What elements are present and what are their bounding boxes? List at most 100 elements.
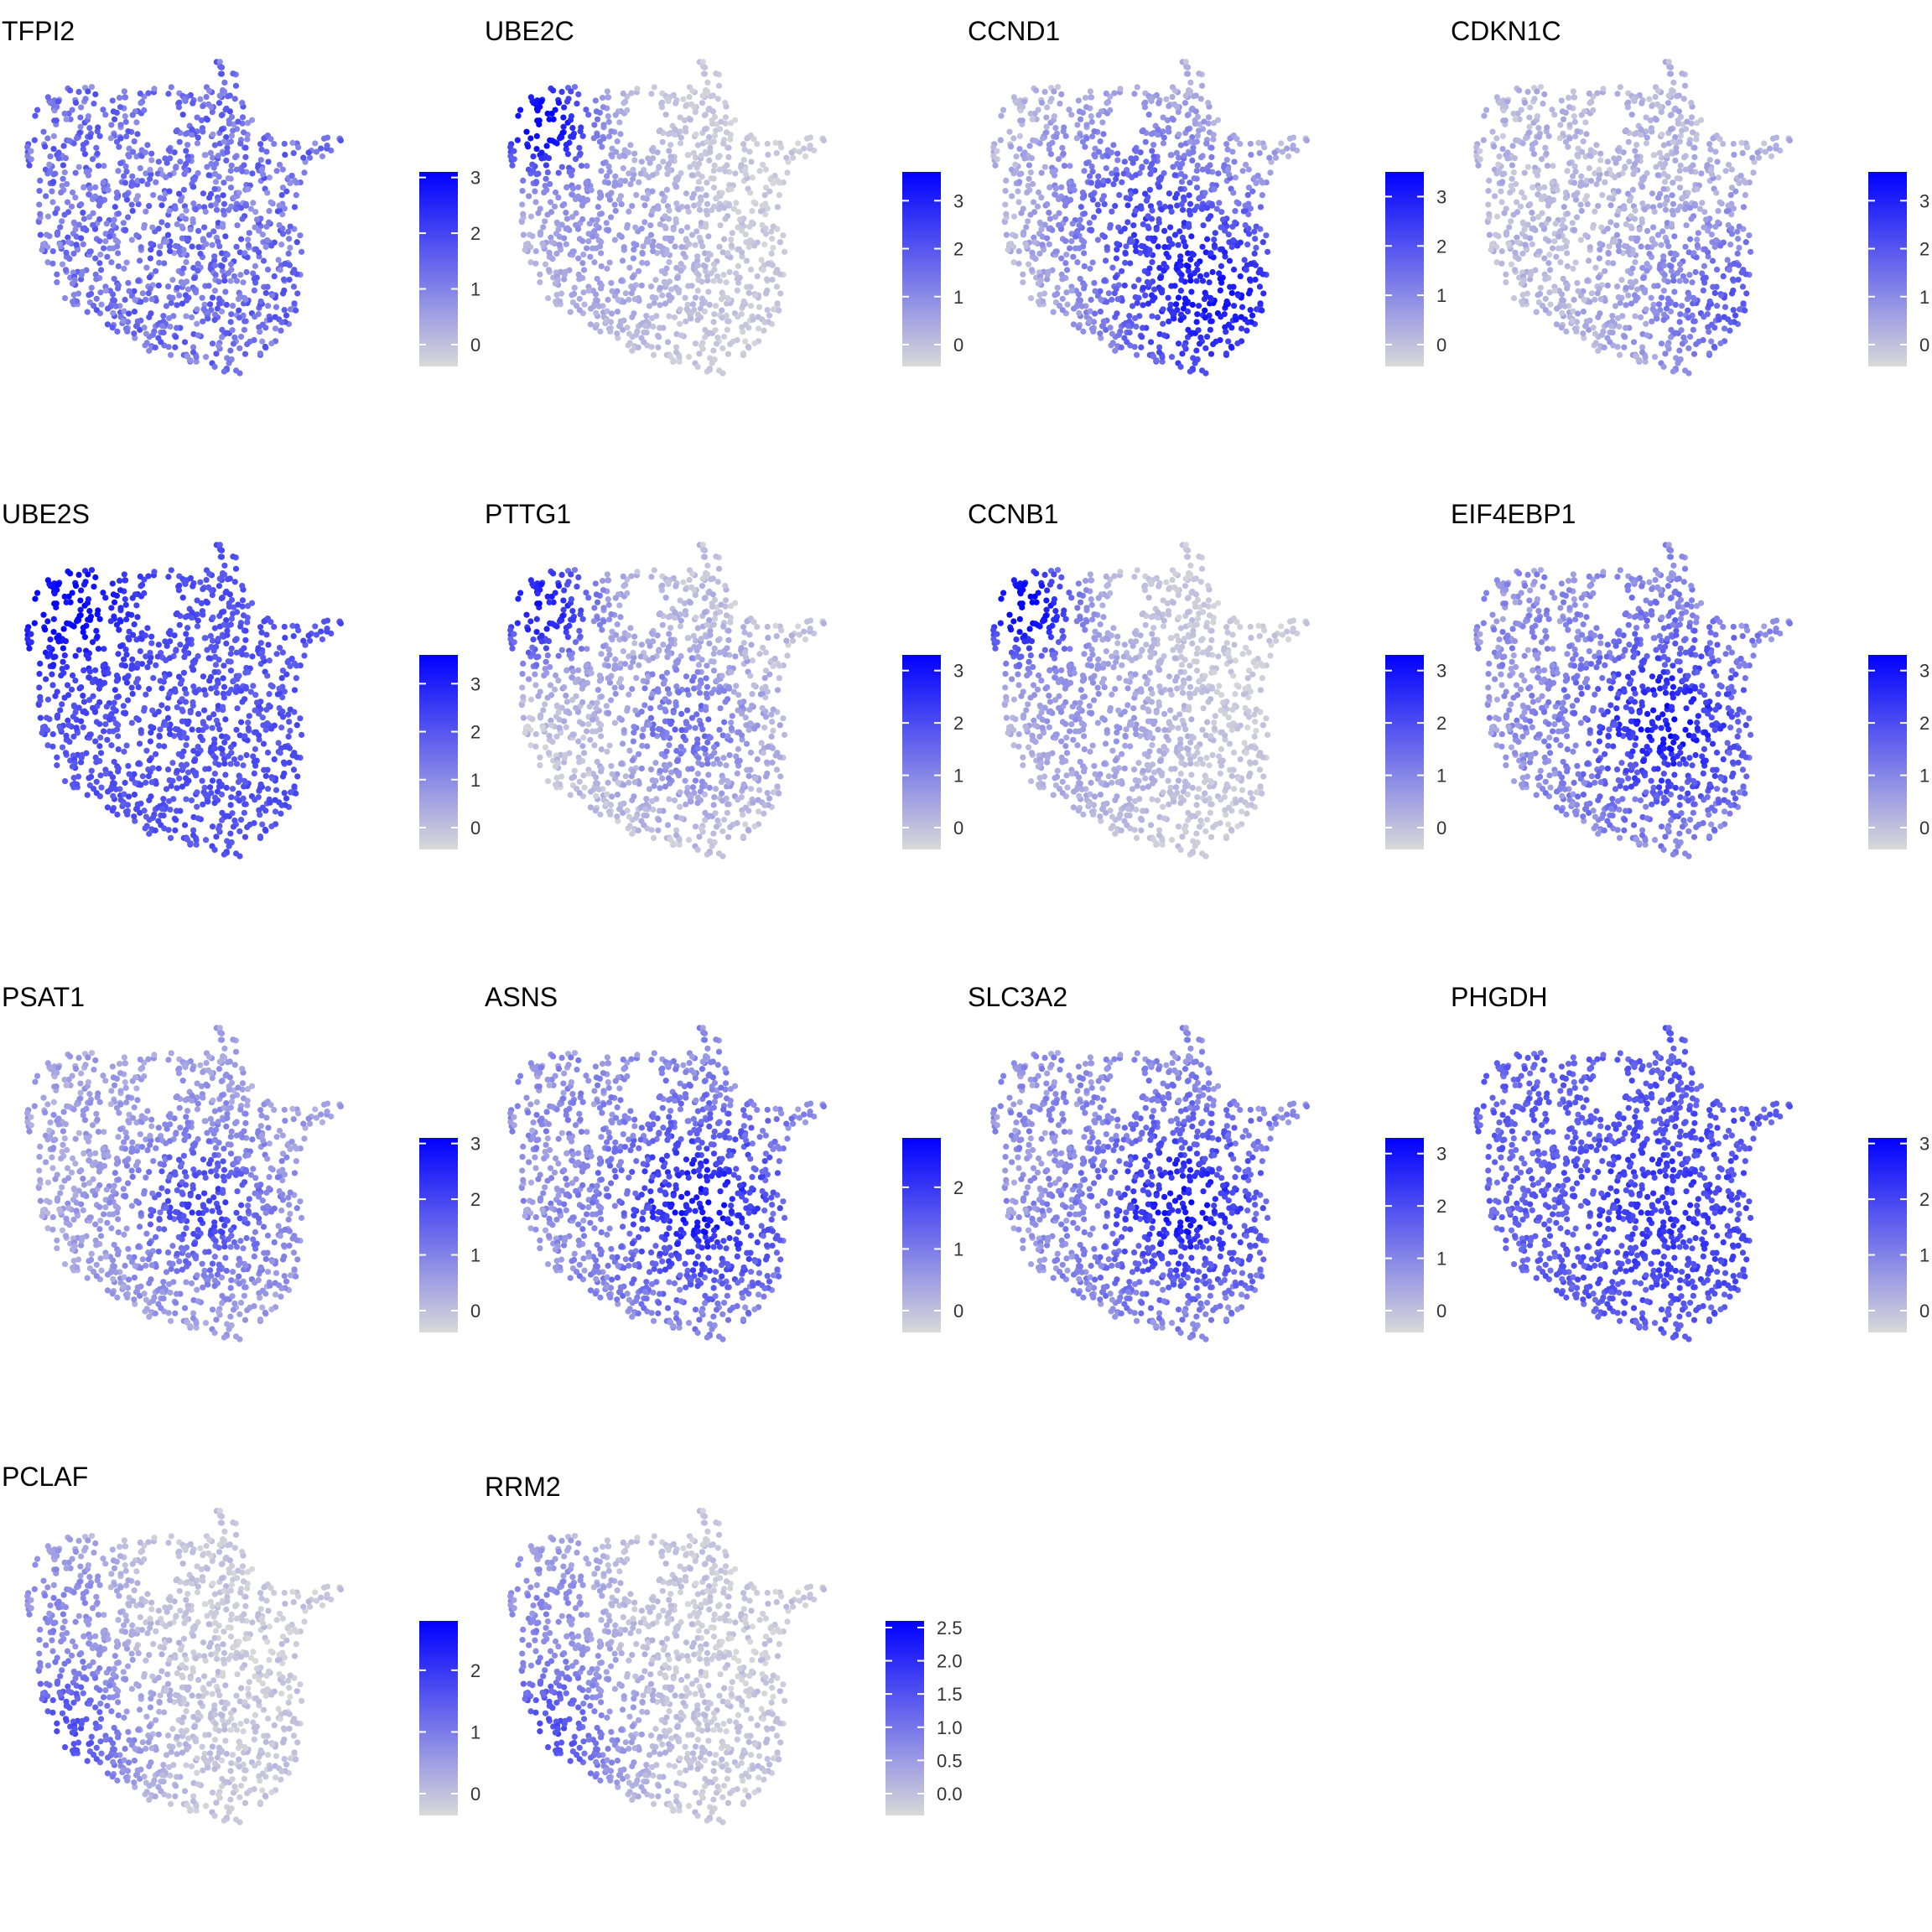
data-point <box>1257 204 1265 210</box>
data-point <box>1036 292 1043 299</box>
colorbar-tick-label: 0 <box>953 335 963 356</box>
data-point <box>1109 340 1116 346</box>
data-point <box>1614 147 1621 153</box>
data-point <box>1739 283 1747 290</box>
data-point <box>548 239 555 246</box>
data-point <box>994 148 1000 154</box>
data-point <box>747 266 755 273</box>
data-point <box>705 288 712 295</box>
data-point <box>281 140 288 148</box>
data-point <box>1161 227 1168 235</box>
data-point <box>214 305 221 312</box>
data-point <box>173 334 179 340</box>
data-point <box>1173 149 1180 156</box>
data-point <box>1509 175 1515 182</box>
data-point <box>1574 279 1581 287</box>
data-point <box>227 802 234 808</box>
data-point <box>1677 162 1684 169</box>
data-point <box>1233 136 1240 143</box>
data-point <box>1515 138 1522 144</box>
data-point <box>1184 126 1192 132</box>
data-point <box>1169 241 1176 247</box>
data-point <box>1161 267 1167 274</box>
data-point <box>1628 235 1634 242</box>
data-point <box>312 140 319 147</box>
data-point <box>1574 128 1581 135</box>
data-point <box>1063 252 1070 258</box>
data-point <box>1025 218 1031 225</box>
data-point <box>614 138 621 145</box>
data-point <box>1662 351 1669 357</box>
data-point <box>1076 245 1083 252</box>
data-point <box>206 195 213 201</box>
data-point <box>1062 216 1069 223</box>
data-point <box>1503 231 1509 238</box>
data-point <box>736 216 744 223</box>
data-point <box>1114 157 1121 164</box>
data-point <box>1651 152 1658 158</box>
data-point <box>1639 184 1646 190</box>
data-point <box>1259 307 1265 314</box>
data-point <box>666 148 673 154</box>
data-point <box>173 164 179 171</box>
data-point <box>673 100 679 106</box>
data-point <box>1138 205 1145 212</box>
data-point <box>686 241 693 247</box>
data-point <box>710 347 717 354</box>
data-point <box>729 230 735 236</box>
colorbar-tick-label: 2 <box>953 239 963 260</box>
data-point <box>1188 233 1195 240</box>
data-point <box>709 207 715 214</box>
data-point <box>1521 194 1528 201</box>
data-point <box>297 232 304 239</box>
data-point <box>1708 321 1715 328</box>
data-point <box>148 157 155 164</box>
data-point <box>1024 189 1031 196</box>
data-point <box>1113 166 1119 174</box>
data-point <box>1146 186 1153 193</box>
data-point <box>72 194 79 201</box>
data-point <box>80 146 86 153</box>
data-point <box>42 626 49 633</box>
data-point <box>1633 142 1640 148</box>
data-point <box>593 245 600 252</box>
data-point <box>1032 138 1039 144</box>
data-point <box>228 132 236 139</box>
data-point <box>164 231 172 238</box>
data-point <box>1529 142 1535 148</box>
data-point <box>621 100 627 106</box>
data-point <box>1104 100 1110 106</box>
data-point <box>719 293 727 299</box>
data-point <box>195 169 201 177</box>
data-point <box>680 251 687 257</box>
data-point <box>1140 127 1146 134</box>
data-point <box>596 195 603 201</box>
data-point <box>769 276 776 283</box>
data-point <box>1656 149 1663 156</box>
data-point <box>242 200 249 207</box>
data-point <box>703 207 709 214</box>
data-point <box>509 162 516 169</box>
data-point <box>749 174 756 181</box>
data-point <box>265 158 272 165</box>
data-point <box>659 248 666 255</box>
data-point <box>632 224 639 231</box>
data-point <box>43 193 49 200</box>
data-point <box>61 211 68 218</box>
data-point <box>587 253 594 260</box>
data-point <box>1027 110 1034 117</box>
data-point <box>1607 202 1614 209</box>
data-point <box>37 660 44 667</box>
data-point <box>1708 338 1715 345</box>
data-point <box>1009 193 1015 200</box>
data-point <box>1527 272 1534 278</box>
data-point <box>1121 158 1128 165</box>
data-point <box>1542 307 1549 314</box>
data-point <box>547 180 553 188</box>
data-point <box>231 334 238 341</box>
data-point <box>1716 136 1723 143</box>
data-point <box>64 180 70 188</box>
data-point <box>80 693 86 699</box>
data-point <box>78 272 85 278</box>
data-point <box>1584 278 1591 284</box>
